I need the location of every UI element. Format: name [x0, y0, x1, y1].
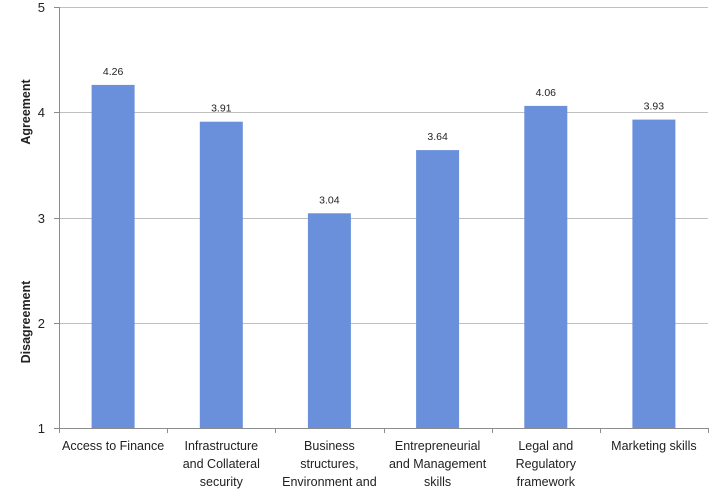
y-tick-label: 1	[38, 421, 45, 436]
bars	[91, 84, 676, 429]
axes	[54, 7, 709, 433]
gridlines	[59, 7, 708, 324]
y-side-label-agreement: Agreement	[19, 79, 33, 145]
bar	[307, 213, 351, 428]
bar	[524, 105, 568, 429]
data-label: 4.26	[103, 66, 124, 78]
x-category-label: Marketing skills	[611, 439, 696, 453]
x-category-label: Entrepreneurial and Management skills	[389, 439, 487, 489]
y-side-label-disagreement: Disagreement	[19, 280, 33, 364]
labels: 1 2 3 4 5 4.26 3.91 3.04 3.64 4.06 3.93 Access to F…	[38, 0, 697, 489]
data-label: 3.04	[319, 194, 340, 206]
x-category-label: Business structures, Environment and	[282, 439, 377, 489]
x-category-label: Legal and Regulatory framework	[516, 439, 577, 489]
data-label: 4.06	[536, 87, 557, 99]
bar	[632, 119, 676, 428]
bar	[199, 121, 243, 428]
y-tick-label: 5	[38, 0, 45, 15]
y-tick-label: 4	[38, 105, 45, 120]
data-label: 3.91	[211, 103, 232, 115]
x-category-label: Infrastructure and Collateral security	[183, 439, 260, 489]
x-category-label: Access to Finance	[62, 439, 164, 453]
y-tick-label: 3	[38, 211, 45, 226]
data-label: 3.64	[427, 131, 448, 143]
bar	[416, 150, 460, 428]
bar	[91, 84, 135, 429]
data-label: 3.93	[644, 101, 665, 113]
y-tick-label: 2	[38, 316, 45, 331]
